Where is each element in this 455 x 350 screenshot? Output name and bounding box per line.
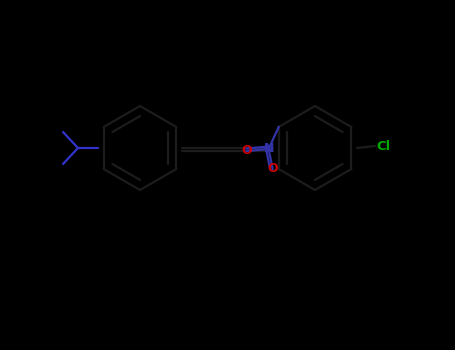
Text: N: N	[263, 142, 274, 155]
Text: O: O	[241, 145, 252, 158]
Text: O: O	[268, 162, 278, 175]
Text: Cl: Cl	[376, 140, 390, 153]
